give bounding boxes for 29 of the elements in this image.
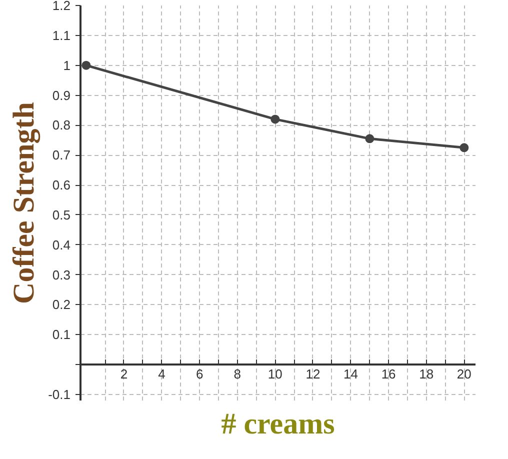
x-tick-label: 2 <box>120 366 128 382</box>
x-tick-label: 20 <box>456 366 472 382</box>
x-axis-title: # creams <box>221 408 335 440</box>
y-tick-label: 1 <box>63 58 71 73</box>
y-tick-label: 0.3 <box>52 267 71 282</box>
x-tick-label: 16 <box>381 366 396 382</box>
x-tick-label: 6 <box>196 366 204 382</box>
x-tick-label: 14 <box>344 366 358 382</box>
y-tick-label: 1.2 <box>52 0 71 13</box>
y-tick-label: 0.7 <box>52 148 71 163</box>
point <box>460 143 469 152</box>
x-tick-label: 12 <box>306 366 320 382</box>
y-tick-label: 0.2 <box>52 297 71 312</box>
y-tick-label: 0.6 <box>52 178 71 193</box>
y-tick-label: 0.5 <box>52 207 71 222</box>
y-tick-label: 0.1 <box>52 327 71 342</box>
x-tick-label: 4 <box>158 366 166 382</box>
x-tick-label: 10 <box>268 366 282 382</box>
point <box>365 134 374 144</box>
y-tick-label: 0.8 <box>52 118 71 133</box>
x-tick-label: 18 <box>419 366 434 382</box>
point <box>270 114 280 124</box>
y-tick-label: 0.4 <box>52 237 71 252</box>
point <box>82 60 91 70</box>
y-tick-label: -0.1 <box>48 387 71 402</box>
y-axis-title: Coffee Strength <box>8 102 40 304</box>
y-tick-label: 1.1 <box>52 28 71 43</box>
y-tick-label: 0.9 <box>52 88 71 103</box>
x-tick-label: 8 <box>234 366 241 382</box>
